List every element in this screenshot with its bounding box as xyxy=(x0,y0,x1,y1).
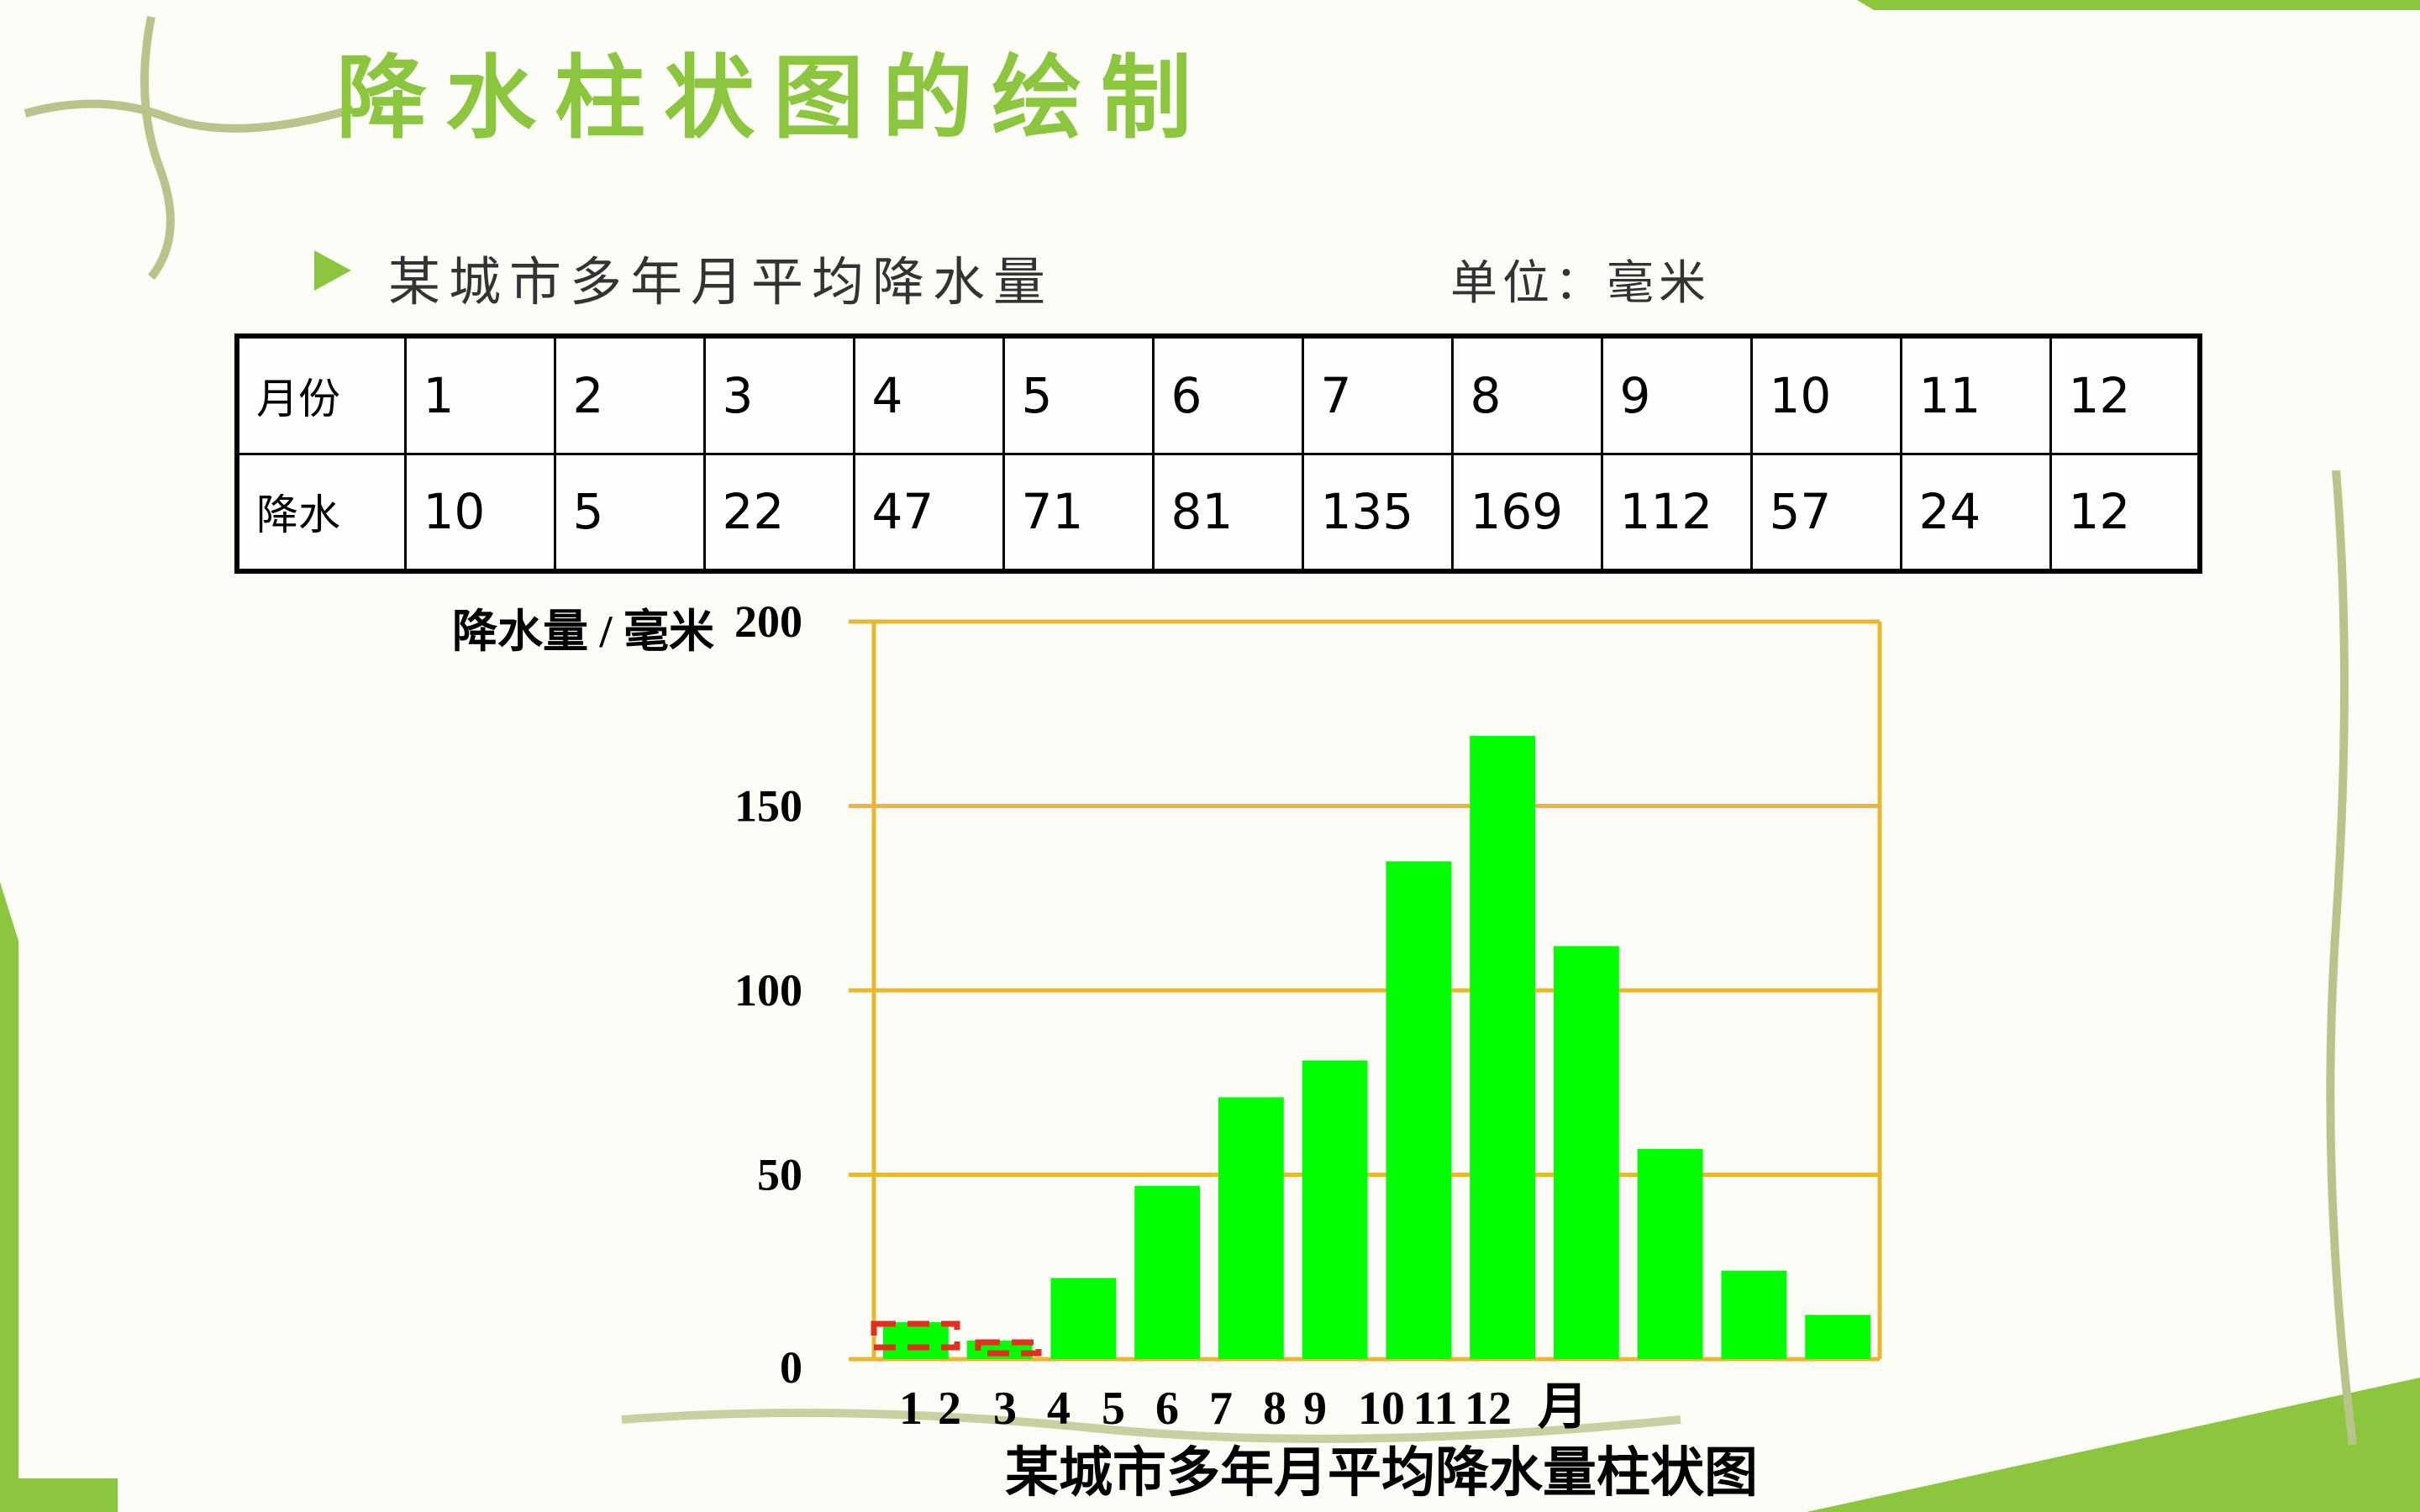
table-cell: 3 xyxy=(702,334,855,455)
x-tick-label: 11 xyxy=(1413,1383,1458,1435)
bar xyxy=(1386,861,1452,1359)
table-cell: 4 xyxy=(852,334,1005,455)
bar xyxy=(1218,1097,1284,1359)
subtitle: 某城市多年月平均降水量 xyxy=(388,251,1055,312)
slide-title: 降水柱状图的绘制 xyxy=(336,45,1211,151)
table-cell: 11 xyxy=(1899,334,2052,455)
bar xyxy=(1637,1148,1703,1359)
table-cell: 5 xyxy=(1002,334,1155,455)
table-cell: 112 xyxy=(1600,452,1753,573)
table-cell: 12 xyxy=(2049,452,2202,573)
x-tick-label: 4 xyxy=(1047,1383,1071,1435)
highlight-box xyxy=(975,1339,1042,1357)
y-tick-label: 0 xyxy=(780,1342,802,1393)
bar xyxy=(1050,1278,1117,1359)
x-tick-label: 9 xyxy=(1303,1383,1327,1435)
x-axis-label: 月 xyxy=(1538,1379,1588,1435)
x-tick-label: 3 xyxy=(993,1383,1017,1435)
data-table: 月份 1 2 3 4 5 6 7 8 9 10 11 12 降水 10 5 22 47 71 81 135 169 112 5… xyxy=(234,333,2202,574)
table-cell: 10 xyxy=(403,452,556,573)
table-cell: 8 xyxy=(1450,334,1603,455)
table-cell: 71 xyxy=(1002,452,1155,573)
table-row: 月份 1 2 3 4 5 6 7 8 9 10 11 12 xyxy=(235,334,2202,455)
table-cell: 2 xyxy=(553,334,706,455)
x-tick-label: 2 xyxy=(938,1383,961,1435)
y-tick-label: 100 xyxy=(734,965,802,1016)
x-tick-label: 5 xyxy=(1102,1383,1125,1435)
y-axis-label: 降水量 / 毫米 xyxy=(452,606,714,657)
table-cell: 57 xyxy=(1749,452,1902,573)
table-cell: 47 xyxy=(852,452,1005,573)
y-tick-label: 150 xyxy=(734,781,802,832)
table-cell: 月份 xyxy=(235,334,407,455)
table-cell: 24 xyxy=(1899,452,2052,573)
table-cell: 12 xyxy=(2049,334,2202,455)
table-cell: 135 xyxy=(1301,452,1454,573)
unit: 单位：毫米 xyxy=(1450,256,1711,311)
bar xyxy=(1302,1060,1368,1359)
bar xyxy=(1553,946,1619,1359)
highlight-box xyxy=(871,1320,960,1351)
x-tick-label: 8 xyxy=(1263,1383,1286,1435)
bar xyxy=(1805,1315,1871,1359)
bar xyxy=(966,1341,1033,1359)
table-cell: 1 xyxy=(403,334,556,455)
x-tick-label: 6 xyxy=(1155,1383,1179,1435)
bar xyxy=(1470,736,1536,1359)
bar xyxy=(1721,1270,1787,1359)
table-cell: 169 xyxy=(1450,452,1603,573)
table-cell: 7 xyxy=(1301,334,1454,455)
x-tick-label: 10 xyxy=(1358,1383,1405,1435)
x-tick-label: 1 xyxy=(899,1383,923,1435)
table-cell: 81 xyxy=(1151,452,1304,573)
table-cell: 降水 xyxy=(235,452,407,573)
table-cell: 22 xyxy=(702,452,855,573)
bar xyxy=(882,1322,949,1359)
x-tick-label: 12 xyxy=(1465,1383,1512,1435)
y-tick-label: 200 xyxy=(734,596,802,647)
bar xyxy=(1134,1185,1201,1359)
chart-title: 某城市多年月平均降水量柱状图 xyxy=(1005,1443,1758,1503)
table-cell: 9 xyxy=(1600,334,1753,455)
table-cell: 5 xyxy=(553,452,706,573)
table-row: 降水 10 5 22 47 71 81 135 169 112 57 24 12 xyxy=(235,452,2202,573)
x-tick-label: 7 xyxy=(1209,1383,1233,1435)
bullet xyxy=(314,250,351,291)
table-cell: 10 xyxy=(1749,334,1902,455)
y-tick-label: 50 xyxy=(757,1150,802,1200)
table-cell: 6 xyxy=(1151,334,1304,455)
